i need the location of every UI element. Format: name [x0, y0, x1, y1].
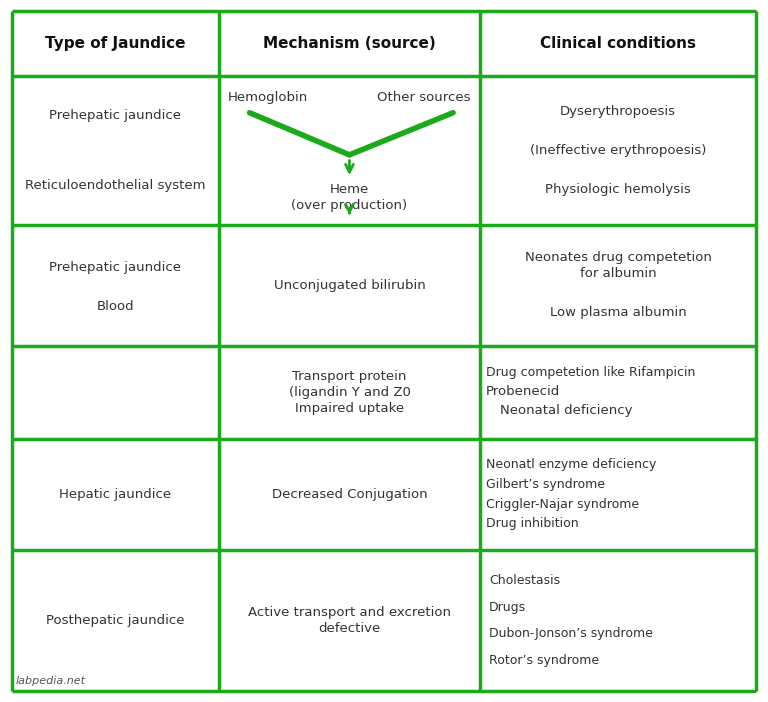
Text: Drugs: Drugs [489, 601, 526, 614]
Text: Clinical conditions: Clinical conditions [540, 36, 697, 51]
Text: Hepatic jaundice: Hepatic jaundice [59, 488, 171, 501]
Text: Probenecid: Probenecid [486, 385, 561, 398]
Text: Drug inhibition: Drug inhibition [486, 517, 579, 531]
Text: (Ineffective erythropoesis): (Ineffective erythropoesis) [530, 144, 707, 157]
Text: Decreased Conjugation: Decreased Conjugation [272, 488, 427, 501]
Text: Cholestasis: Cholestasis [489, 574, 561, 587]
Text: Posthepatic jaundice: Posthepatic jaundice [46, 614, 184, 627]
Text: Neonates drug competetion
for albumin: Neonates drug competetion for albumin [525, 251, 712, 280]
Text: Physiologic hemolysis: Physiologic hemolysis [545, 183, 691, 196]
Text: Criggler-Najar syndrome: Criggler-Najar syndrome [486, 498, 639, 511]
Text: Dyserythropoesis: Dyserythropoesis [560, 105, 677, 119]
Text: Mechanism (source): Mechanism (source) [263, 36, 435, 51]
Text: Type of Jaundice: Type of Jaundice [45, 36, 185, 51]
Text: Low plasma albumin: Low plasma albumin [550, 305, 687, 319]
Text: Hemoglobin: Hemoglobin [228, 91, 308, 104]
Text: Other sources: Other sources [377, 91, 471, 104]
Text: Neonatl enzyme deficiency: Neonatl enzyme deficiency [486, 458, 657, 472]
Text: Rotor’s syndrome: Rotor’s syndrome [489, 654, 599, 667]
Text: Active transport and excretion
defective: Active transport and excretion defective [248, 606, 451, 635]
Text: Blood: Blood [97, 300, 134, 313]
Text: Dubon-Jonson’s syndrome: Dubon-Jonson’s syndrome [489, 628, 653, 640]
Text: Transport protein
(ligandin Y and Z0
Impaired uptake: Transport protein (ligandin Y and Z0 Imp… [289, 370, 410, 415]
Text: labpedia.net: labpedia.net [15, 676, 85, 686]
Text: Drug competetion like Rifampicin: Drug competetion like Rifampicin [486, 366, 696, 379]
Text: Reticuloendothelial system: Reticuloendothelial system [25, 179, 206, 192]
Text: Gilbert’s syndrome: Gilbert’s syndrome [486, 478, 605, 491]
Text: Prehepatic jaundice: Prehepatic jaundice [49, 109, 181, 122]
Text: Neonatal deficiency: Neonatal deficiency [500, 404, 633, 417]
Text: Heme
(over production): Heme (over production) [291, 183, 408, 212]
Text: Unconjugated bilirubin: Unconjugated bilirubin [273, 279, 425, 292]
Text: Prehepatic jaundice: Prehepatic jaundice [49, 261, 181, 274]
